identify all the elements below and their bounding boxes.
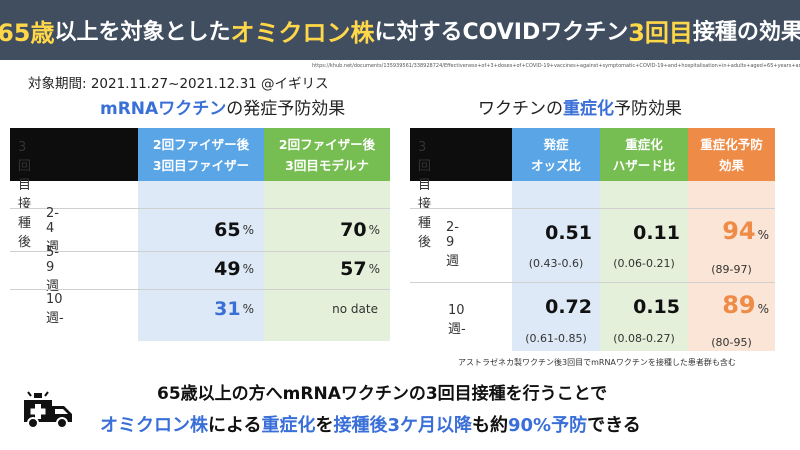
left-col2-line2: 3回目モデルナ [285,157,369,173]
left-divider [10,208,390,209]
left-col2-bg [264,181,390,341]
right-title-rest: 予防効果 [614,99,682,119]
left-section-label: 3回目接種後 [18,140,32,250]
right-col1-bg [512,181,600,351]
right-divider [410,282,775,283]
right-row-value: 94% [722,217,769,245]
left-col1-bg [138,181,264,341]
right-col2-bg [600,181,688,351]
right-header-col2: 重症化 ハザード比 [600,128,688,181]
ambulance-icon [24,391,72,429]
left-row-value: no date [332,302,378,316]
title-text-2: に対するCOVIDワクチン [374,20,629,45]
left-row-label: 5-9週 [46,244,60,294]
left-row-value: 49% [214,258,254,280]
summary-line-2: オミクロン株による重症化を接種後3ケ月以降も約90%予防できる [100,415,641,436]
right-col3-line2: 効果 [718,157,744,173]
right-row-ci: (89-97) [711,263,752,276]
right-section-title: ワクチンの重症化予防効果 [478,94,682,119]
right-row-value: 89% [722,291,769,319]
right-row-value: 0.11 [633,222,680,244]
right-section-label: 3回目接種後 [418,140,432,250]
left-row-label: 2-4週 [46,205,60,255]
page-title: 65歳 以上を対象とした オミクロン株 に対するCOVIDワクチン 3回目 接種… [0,0,800,60]
right-title-pre: ワクチンの [478,99,563,119]
left-row-label: 10週- [46,292,64,326]
right-col3-line1: 重症化予防 [700,136,763,152]
right-header-col3: 重症化予防 効果 [688,128,775,181]
title-omicron: オミクロン株 [230,18,375,47]
right-row-ci: (0.61-0.85) [525,332,587,345]
summary-panel [0,368,800,450]
right-row-ci: (80-95) [711,336,752,349]
right-header-col1: 発症 オッズ比 [512,128,600,181]
right-col1-line2: オッズ比 [530,157,581,173]
left-col2-line1: 2回ファイザー後 [278,136,376,152]
right-row-value: 0.72 [545,296,592,318]
left-col1-line2: 3回目ファイザー [152,157,250,173]
right-row-ci: (0.43-0.6) [528,257,584,270]
study-period: 対象期間: 2021.11.27~2021.12.31 @イギリス [28,76,329,92]
right-row-label: 10週- [448,303,466,337]
left-title-bold: mRNAワクチン [100,99,227,119]
left-row-value: 65% [214,219,254,241]
left-header-col1: 2回ファイザー後 3回目ファイザー [138,128,264,181]
left-header-corner [10,128,138,181]
right-col2-line2: ハザード比 [612,157,676,173]
footnote: アストラゼネカ製ワクチン後3回目でmRNAワクチンを接種した患者群も含む [458,358,736,367]
left-divider [10,251,390,252]
title-third-dose: 3回目 [628,18,693,47]
right-divider [410,208,775,209]
right-header-corner [410,128,512,181]
right-title-bold: 重症化 [563,99,614,119]
title-age: 65歳 [0,18,55,47]
left-row-value: 57% [340,258,380,280]
right-row-ci: (0.08-0.27) [613,332,675,345]
right-row-label: 2-9週 [446,219,460,269]
right-row-ci: (0.06-0.21) [613,257,675,270]
left-divider [10,289,390,290]
left-section-title: mRNAワクチンの発症予防効果 [100,94,345,119]
left-row-value: 70% [340,219,380,241]
left-header-col2: 2回ファイザー後 3回目モデルナ [264,128,390,181]
title-text-1: 以上を対象とした [54,20,231,45]
title-text-3: 接種の効果 [692,20,800,45]
source-url[interactable]: https://khub.net/documents/135939561/338… [312,63,800,69]
left-title-rest: の発症予防効果 [226,99,346,119]
right-col3-bg [688,181,775,351]
right-row-value: 0.51 [545,222,592,244]
left-col1-line1: 2回ファイザー後 [152,136,250,152]
right-col2-line1: 重症化 [625,136,663,152]
right-row-value: 0.15 [633,296,680,318]
left-row-value: 31% [214,298,254,320]
right-col1-line1: 発症 [543,136,569,152]
summary-line-1: 65歳以上の方へmRNAワクチンの3回目接種を行うことで [157,384,608,404]
